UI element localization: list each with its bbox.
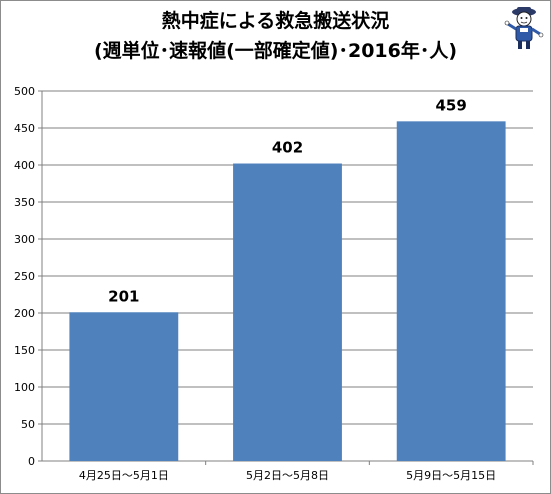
y-tick-label: 400 [14, 159, 35, 172]
y-tick-label: 300 [14, 233, 35, 246]
bar-data-label: 459 [436, 96, 467, 114]
chart-title-line-2: (週単位･速報値(一部確定値)･2016年･人) [93, 40, 458, 62]
y-tick-label: 0 [28, 455, 35, 468]
y-tick-label: 200 [14, 307, 35, 320]
x-tick-label: 5月2日～5月8日 [246, 469, 329, 482]
bar [396, 121, 506, 461]
y-tick-label: 250 [14, 270, 35, 283]
y-tick-label: 450 [14, 122, 35, 135]
bar [233, 163, 342, 461]
x-tick-label: 4月25日～5月1日 [79, 469, 169, 482]
bar [69, 312, 179, 461]
chart-title: 熱中症による救急搬送状況 (週単位･速報値(一部確定値)･2016年･人) [0, 6, 551, 66]
y-tick-label: 350 [14, 196, 35, 209]
y-tick-label: 50 [21, 418, 35, 431]
bar-data-label: 201 [108, 287, 139, 305]
chart-title-line-1: 熱中症による救急搬送状況 [161, 10, 390, 32]
bar-data-label: 402 [272, 139, 303, 157]
y-tick-label: 500 [14, 85, 35, 98]
mascot-character-icon [504, 7, 544, 49]
x-tick-label: 5月9日～5月15日 [406, 469, 496, 482]
y-tick-label: 100 [14, 381, 35, 394]
y-tick-label: 150 [14, 344, 35, 357]
